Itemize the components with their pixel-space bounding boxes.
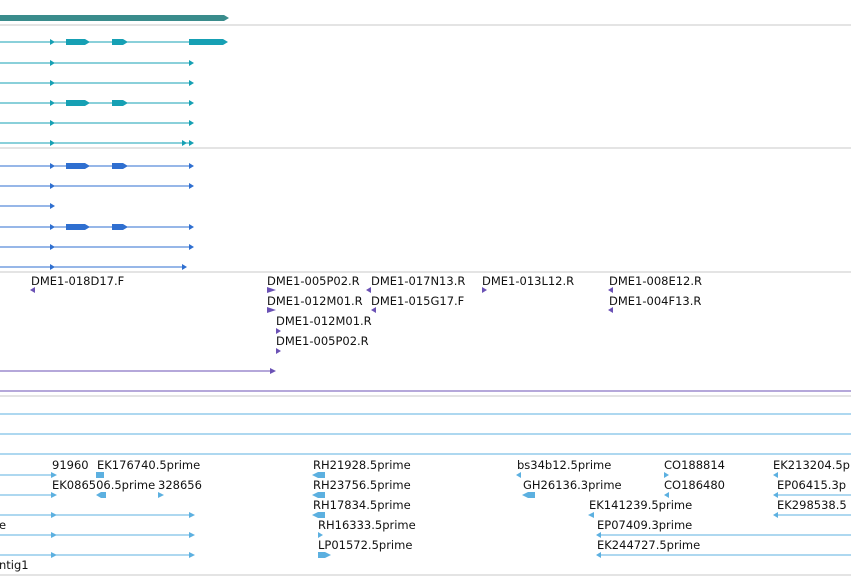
- bac-end-marker[interactable]: [267, 287, 276, 293]
- bac-end-label[interactable]: DME1-012M01.R: [276, 314, 372, 328]
- est-label[interactable]: EK213204.5p: [773, 458, 850, 472]
- bac-end-marker[interactable]: [371, 307, 376, 313]
- bac-end-label[interactable]: DME1-017N13.R: [371, 274, 466, 288]
- transcript-group-teal[interactable]: [0, 39, 228, 146]
- bac-end-marker[interactable]: [276, 328, 281, 334]
- est-label[interactable]: CO186480: [664, 478, 725, 492]
- est-label[interactable]: RH17834.5prime: [313, 498, 411, 512]
- transcript-teal-6[interactable]: [0, 140, 194, 146]
- bac-end-label[interactable]: DME1-018D17.F: [31, 274, 125, 288]
- est-label[interactable]: EP06415.3p: [777, 478, 847, 492]
- est-label[interactable]: EK141239.5prime: [589, 498, 693, 512]
- bac-end-label[interactable]: DME1-005P02.R: [267, 274, 360, 288]
- transcript-teal-5[interactable]: [0, 120, 194, 126]
- est-label[interactable]: CO188814: [664, 458, 725, 472]
- bac-end-label[interactable]: DME1-005P02.R: [276, 334, 369, 348]
- est-label[interactable]: bs34b12.5prime: [517, 458, 612, 472]
- est-label[interactable]: LP01572.5prime: [318, 538, 413, 552]
- bac-end-marker[interactable]: [608, 307, 613, 313]
- bac-end-marker[interactable]: [276, 348, 281, 354]
- est-label[interactable]: EK244727.5prime: [597, 538, 701, 552]
- transcript-blue-1[interactable]: [0, 163, 194, 169]
- est-label[interactable]: EK298538.5: [777, 498, 847, 512]
- bac-end-label[interactable]: DME1-008E12.R: [609, 274, 703, 288]
- bac-end-marker[interactable]: [608, 287, 613, 293]
- transcript-blue-6[interactable]: [0, 264, 187, 270]
- est-label[interactable]: RH23756.5prime: [313, 478, 411, 492]
- transcript-teal-1[interactable]: [0, 39, 228, 45]
- transcript-blue-2[interactable]: [0, 183, 194, 189]
- bac-end-markers[interactable]: [0, 287, 613, 374]
- bac-end-marker[interactable]: [267, 307, 276, 313]
- bac-clone-arrow: [270, 368, 276, 374]
- bac-end-marker[interactable]: [366, 287, 371, 293]
- transcript-blue-4[interactable]: [0, 224, 194, 230]
- est-label[interactable]: EK086506.5prime: [52, 478, 156, 492]
- est-features[interactable]: [0, 472, 851, 558]
- gene-span-bar[interactable]: [0, 15, 224, 21]
- est-label[interactable]: EK176740.5prime: [97, 458, 201, 472]
- est-label[interactable]: RH16333.5prime: [318, 518, 416, 532]
- transcript-blue-5[interactable]: [0, 244, 194, 250]
- gene-span-arrow: [224, 15, 229, 21]
- transcript-group-blue[interactable]: [0, 163, 194, 270]
- est-label[interactable]: ntig1: [0, 558, 29, 572]
- bac-end-label[interactable]: DME1-004F13.R: [609, 294, 702, 308]
- est-label[interactable]: GH26136.3prime: [523, 478, 622, 492]
- est-label[interactable]: 328656: [158, 478, 202, 492]
- transcript-teal-4[interactable]: [0, 100, 194, 106]
- est-label[interactable]: 91960: [52, 458, 89, 472]
- transcript-teal-2[interactable]: [0, 60, 194, 66]
- bac-end-label[interactable]: DME1-015G17.F: [371, 294, 465, 308]
- bac-end-marker[interactable]: [482, 287, 487, 293]
- est-label[interactable]: e: [0, 518, 7, 532]
- est-label[interactable]: RH21928.5prime: [313, 458, 411, 472]
- transcript-teal-3[interactable]: [0, 80, 194, 86]
- est-label[interactable]: EP07409.3prime: [597, 518, 693, 532]
- transcript-blue-3[interactable]: [0, 203, 55, 209]
- bac-end-label[interactable]: DME1-012M01.R: [267, 294, 363, 308]
- gene-span-track[interactable]: [0, 15, 229, 21]
- bac-end-label[interactable]: DME1-013L12.R: [482, 274, 575, 288]
- bac-end-marker[interactable]: [30, 287, 35, 293]
